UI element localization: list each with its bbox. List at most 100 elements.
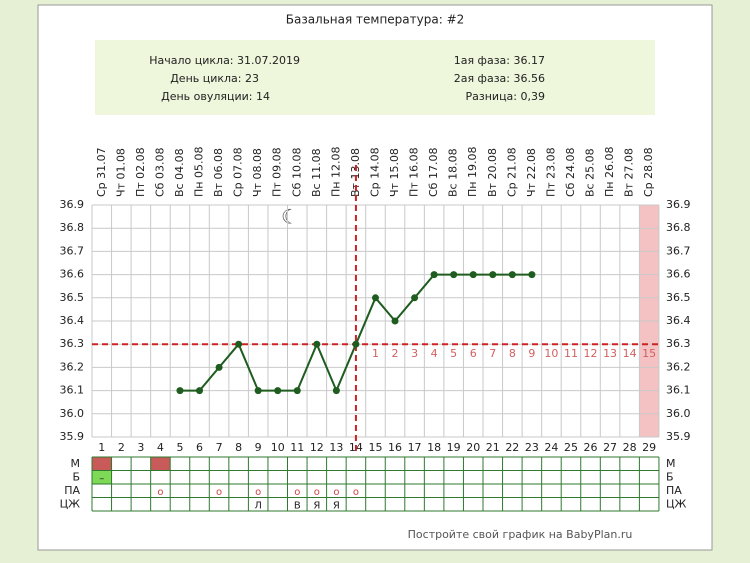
date-label: Чт 22.08 <box>525 148 538 197</box>
luteal-day: 7 <box>489 347 496 360</box>
x-tick-label: 15 <box>368 441 382 454</box>
date-label: Сб 03.08 <box>153 148 166 197</box>
temperature-point <box>469 271 477 279</box>
x-tick-label: 21 <box>486 441 500 454</box>
temperature-point <box>176 387 184 395</box>
luteal-day: 15 <box>642 347 656 360</box>
luteal-day: 8 <box>509 347 516 360</box>
x-tick-label: 23 <box>525 441 539 454</box>
x-tick-label: 29 <box>642 441 656 454</box>
date-label: Вт 20.08 <box>486 148 499 197</box>
temperature-point <box>293 387 301 395</box>
date-label: Вс 04.08 <box>173 148 186 197</box>
date-label: Пт 16.08 <box>408 147 421 197</box>
luteal-day: 2 <box>392 347 399 360</box>
x-tick-label: 13 <box>329 441 343 454</box>
date-label: Пт 02.08 <box>134 147 147 197</box>
y-tick-label: 36.8 <box>60 221 85 234</box>
x-tick-label: 25 <box>564 441 578 454</box>
moon-icon: ☾ <box>281 205 299 229</box>
x-tick-label: 24 <box>544 441 558 454</box>
y-tick-label: 36.1 <box>60 384 85 397</box>
date-label: Сб 10.08 <box>290 148 303 197</box>
table-cell-fill <box>150 457 171 471</box>
x-tick-label: 10 <box>271 441 285 454</box>
date-label: Пн 05.08 <box>193 147 206 197</box>
date-label: Ср 07.08 <box>232 147 245 197</box>
temperature-point <box>430 271 438 279</box>
temperature-point <box>489 271 497 279</box>
date-label: Вс 18.08 <box>447 148 460 197</box>
table-cell-text: Я <box>333 500 340 511</box>
date-label: Вт 27.08 <box>623 148 636 197</box>
date-label: Пт 23.08 <box>544 147 557 197</box>
luteal-day: 11 <box>564 347 578 360</box>
info: 1ая фаза: 36.17 <box>454 54 545 67</box>
date-label: Сб 24.08 <box>564 148 577 197</box>
row-label: ПА <box>64 484 80 497</box>
x-tick-label: 4 <box>157 441 164 454</box>
temperature-point <box>313 340 321 348</box>
temperature-point <box>508 271 516 279</box>
row-label: М <box>71 457 81 470</box>
x-tick-label: 9 <box>255 441 262 454</box>
x-tick-label: 1 <box>98 441 105 454</box>
x-tick-label: 20 <box>466 441 480 454</box>
y-tick-label: 35.9 <box>60 430 85 443</box>
row-label: ЦЖ <box>666 497 687 510</box>
luteal-day: 4 <box>431 347 438 360</box>
x-tick-label: 8 <box>235 441 242 454</box>
table-cell-text: Я <box>313 500 320 511</box>
info: День цикла: 23 <box>170 72 259 85</box>
x-tick-label: 28 <box>623 441 637 454</box>
y-tick-label: 36.9 <box>666 198 691 211</box>
y-tick-label: 36.3 <box>666 337 691 350</box>
x-tick-label: 3 <box>137 441 144 454</box>
y-tick-label: 36.9 <box>60 198 85 211</box>
y-tick-label: 36.6 <box>60 268 85 281</box>
table-cell-text: о <box>314 487 320 498</box>
date-label: Пн 19.08 <box>466 147 479 197</box>
date-label: Чт 08.08 <box>251 148 264 197</box>
date-label: Пн 26.08 <box>603 147 616 197</box>
x-tick-label: 12 <box>310 441 324 454</box>
y-tick-label: 36.5 <box>60 291 85 304</box>
y-tick-label: 35.9 <box>666 430 691 443</box>
table-cell-text: о <box>157 487 163 498</box>
date-label: Ср 14.08 <box>368 147 381 197</box>
y-tick-label: 36.2 <box>666 360 691 373</box>
date-label: Вт 06.08 <box>212 148 225 197</box>
table-cell-text: – <box>99 473 104 484</box>
y-tick-label: 36.6 <box>666 268 691 281</box>
x-tick-label: 7 <box>216 441 223 454</box>
temperature-point <box>371 294 379 302</box>
x-tick-label: 26 <box>584 441 598 454</box>
row-label: Б <box>72 470 80 483</box>
date-label: Вт 13.08 <box>349 148 362 197</box>
x-tick-label: 17 <box>408 441 422 454</box>
row-label: Б <box>666 470 674 483</box>
table-cell-fill <box>92 457 112 471</box>
luteal-day: 9 <box>528 347 535 360</box>
title: Базальная температура: #2 <box>286 13 465 27</box>
x-tick-label: 22 <box>505 441 519 454</box>
luteal-day: 14 <box>623 347 637 360</box>
luteal-day: 6 <box>470 347 477 360</box>
table-cell-text: о <box>255 487 261 498</box>
y-tick-label: 36.1 <box>666 384 691 397</box>
date-label: Сб 17.08 <box>427 148 440 197</box>
table-cell-text: о <box>294 487 300 498</box>
date-label: Пн 12.08 <box>329 147 342 197</box>
date-label: Чт 01.08 <box>114 148 127 197</box>
row-label: ПА <box>666 484 682 497</box>
temperature-point <box>411 294 419 302</box>
temperature-point <box>332 387 340 395</box>
luteal-day: 3 <box>411 347 418 360</box>
info: Начало цикла: 31.07.2019 <box>149 54 300 67</box>
y-tick-label: 36.2 <box>60 360 85 373</box>
table-cell-text: В <box>294 500 301 511</box>
temperature-point <box>391 317 399 325</box>
luteal-day: 13 <box>603 347 617 360</box>
temperature-point <box>352 340 360 348</box>
info: День овуляции: 14 <box>161 90 270 103</box>
